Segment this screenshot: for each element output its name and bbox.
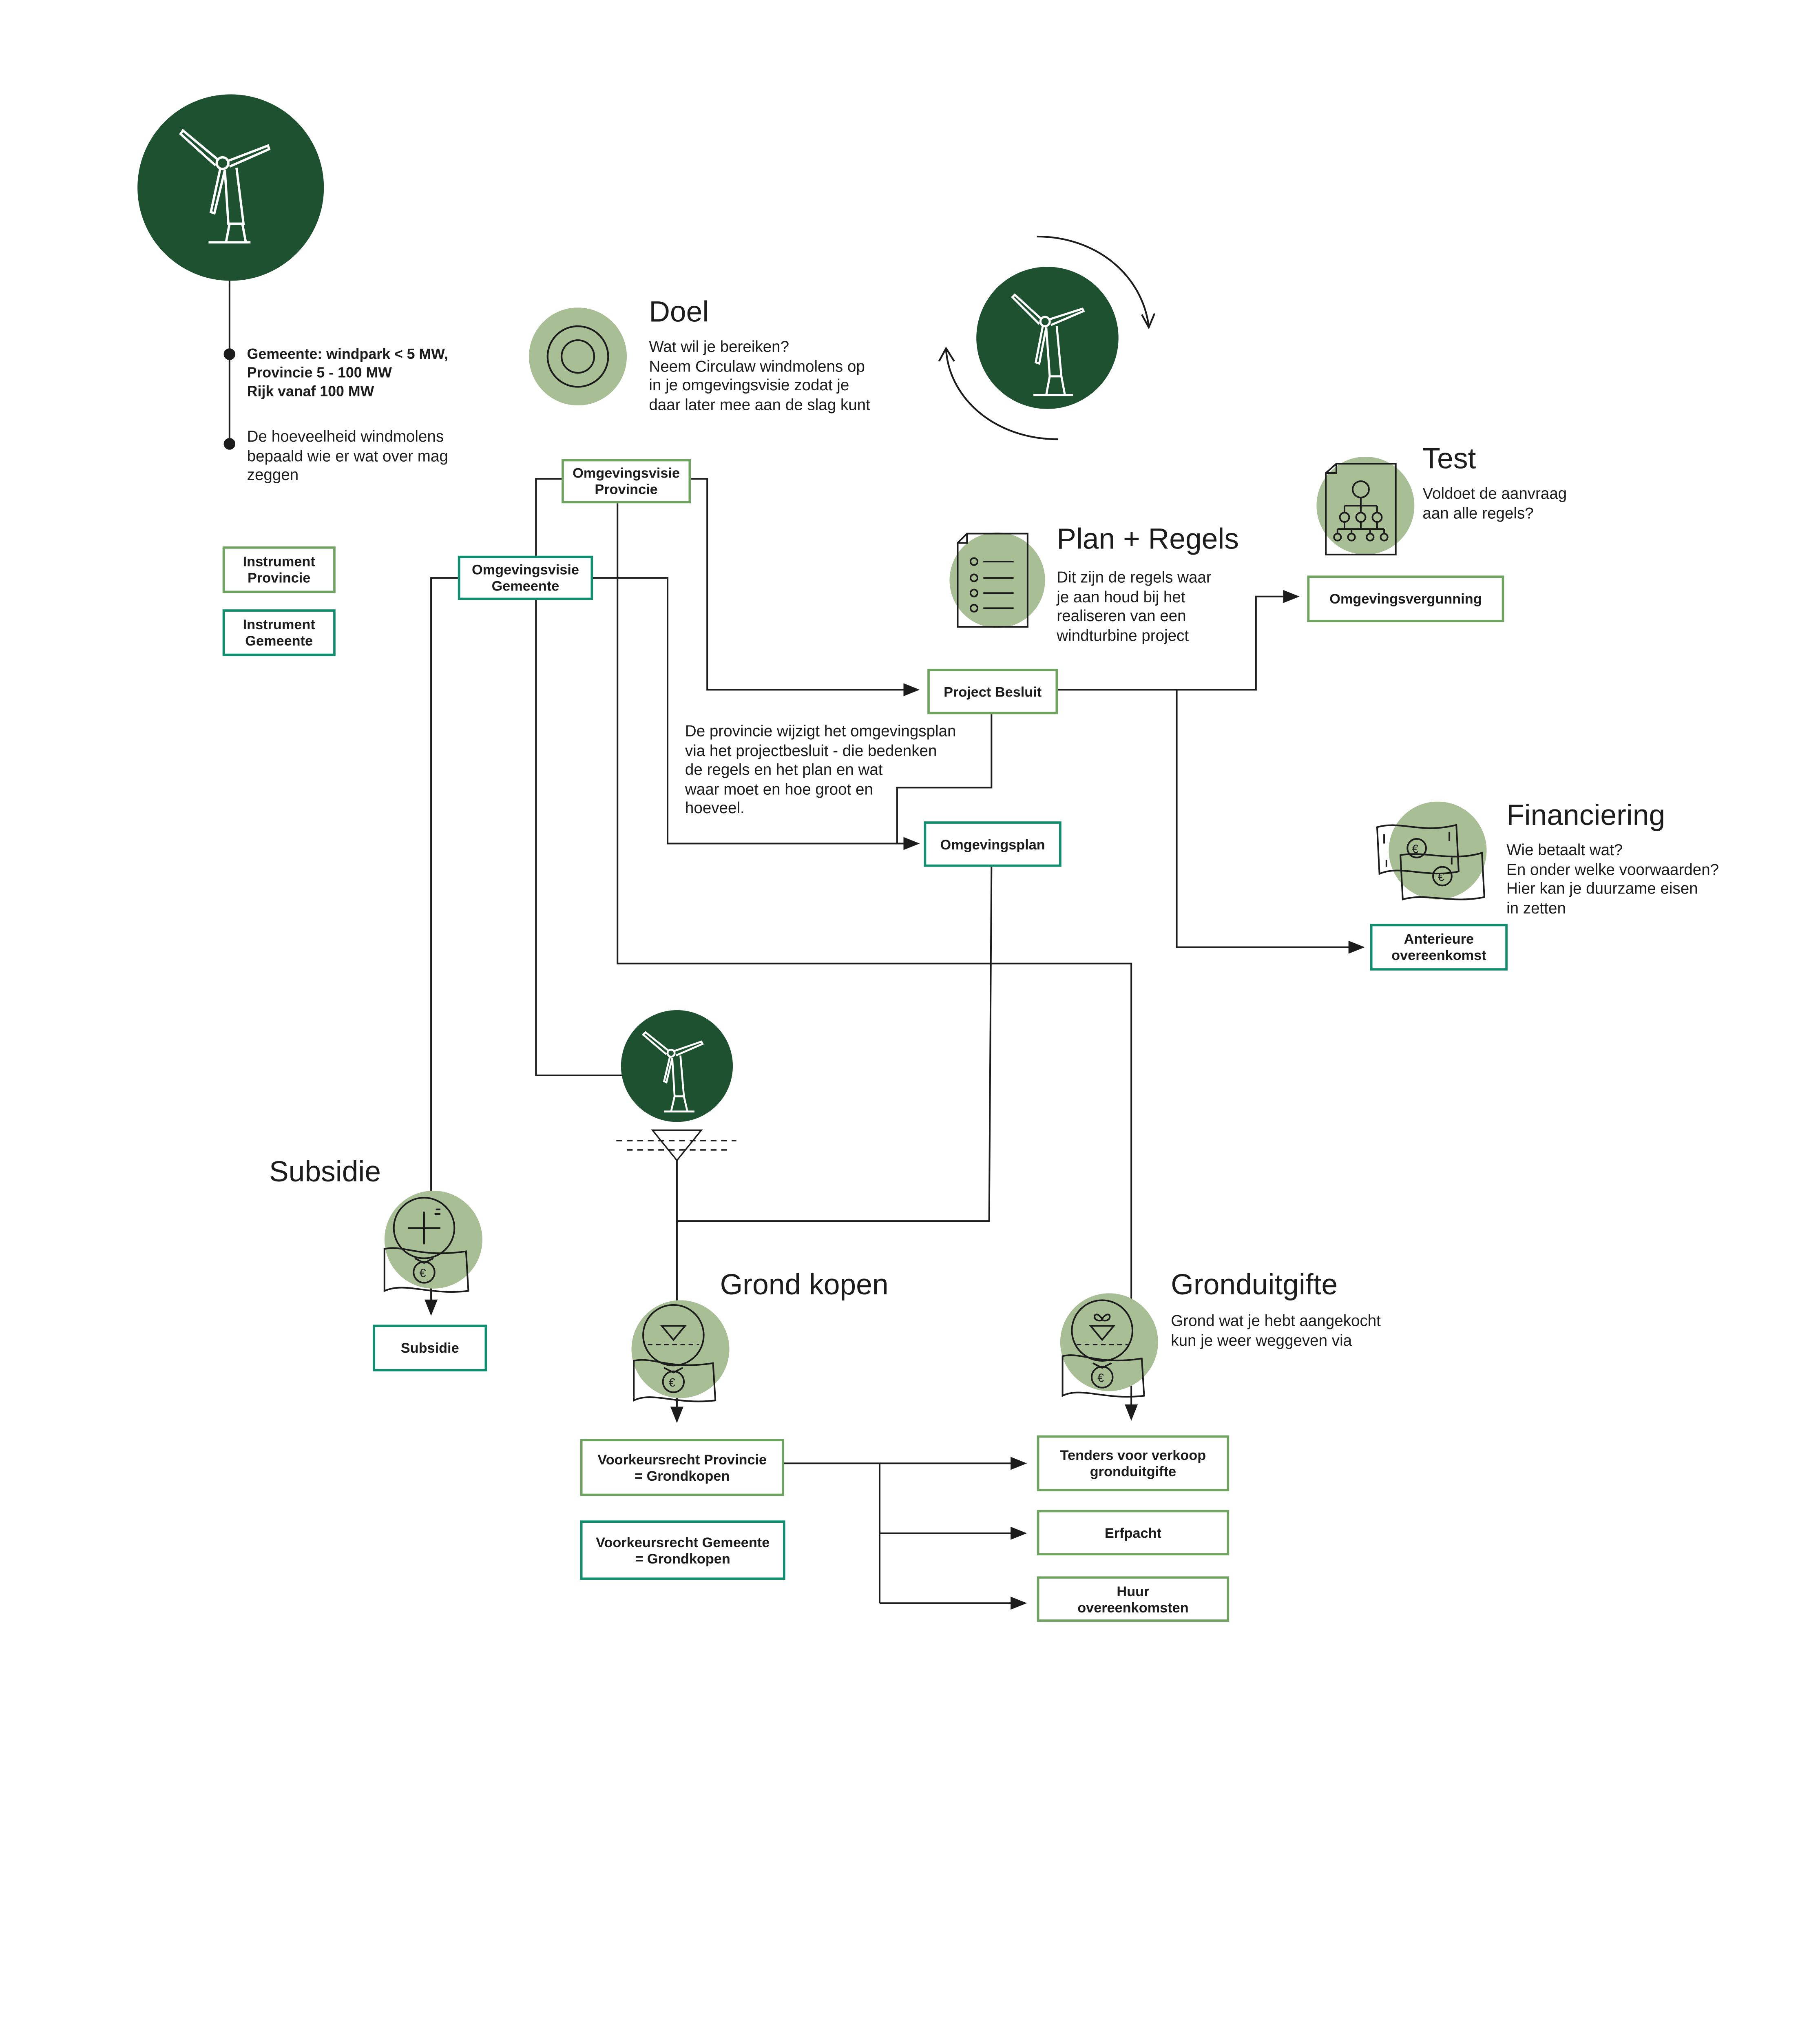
line-provincie-projectbesluit — [690, 478, 920, 697]
document-list-icon — [949, 532, 1045, 628]
line-gemeente-omgevingsplan — [592, 577, 920, 850]
wind-turbine-icon — [621, 1010, 733, 1122]
money-icon: € € — [1376, 801, 1487, 901]
line-provincie-gronduitgifte — [617, 502, 1138, 1421]
subsidy-icon: € — [383, 1190, 482, 1293]
line-omgevingsplan-grond — [677, 867, 993, 1222]
cycle-arrows-icon — [938, 235, 1156, 440]
svg-text:€: € — [1412, 843, 1419, 856]
voorkeursrecht-gemeente-box: Voorkeursrecht Gemeente = Grondkopen — [580, 1520, 785, 1580]
grond-kopen-title: Grond kopen — [720, 1269, 889, 1302]
line-gemeente-subsidie — [430, 577, 460, 1191]
wind-turbine-icon — [137, 94, 324, 281]
svg-text:€: € — [1097, 1371, 1104, 1384]
omgevingsplan-box: Omgevingsplan — [924, 821, 1061, 867]
erfpacht-box: Erfpacht — [1037, 1510, 1230, 1556]
legend-instrument-gemeente: Instrument Gemeente — [222, 609, 336, 656]
legend-dot-1 — [223, 348, 236, 360]
projectbesluit-note: De provincie wijzigt het omgevingsplan v… — [685, 722, 956, 817]
tenders-box: Tenders voor verkoop gronduitgifte — [1037, 1435, 1230, 1491]
anterieure-overeenkomst-box: Anterieure overeenkomst — [1370, 924, 1508, 971]
subsidie-box: Subsidie — [373, 1325, 487, 1371]
land-release-icon: € — [1060, 1293, 1158, 1398]
gronduitgifte-title: Gronduitgifte — [1171, 1269, 1338, 1302]
test-text: Voldoet de aanvraag aan alle regels? — [1422, 484, 1567, 522]
legend-note-1: Gemeente: windpark < 5 MW, Provincie 5 -… — [247, 346, 448, 400]
ground-symbol — [616, 1129, 736, 1162]
omgevingsvergunning-box: Omgevingsvergunning — [1307, 575, 1504, 622]
land-icon: € — [631, 1300, 730, 1402]
legend-dot-2 — [223, 438, 236, 450]
financiering-text: Wie betaalt wat? En onder welke voorwaar… — [1506, 841, 1719, 917]
huur-overeenkomsten-box: Huur overeenkomsten — [1037, 1576, 1230, 1622]
legend-instrument-provincie: Instrument Provincie — [222, 546, 336, 593]
line-projectbesluit-vergunning — [1058, 590, 1300, 691]
target-icon — [529, 307, 627, 406]
omgevingsvisie-gemeente-box: Omgevingsvisie Gemeente — [458, 555, 593, 600]
doel-title: Doel — [649, 296, 709, 329]
voorkeursrecht-provincie-box: Voorkeursrecht Provincie = Grondkopen — [580, 1439, 784, 1496]
svg-text:€: € — [669, 1376, 675, 1389]
org-chart-icon — [1316, 456, 1415, 555]
project-besluit-box: Project Besluit — [927, 668, 1058, 714]
line-projectbesluit-anterieure — [1176, 690, 1365, 954]
line-projectbesluit-omgevingsplan — [896, 714, 993, 844]
financiering-title: Financiering — [1506, 799, 1665, 832]
subsidie-title: Subsidie — [269, 1156, 381, 1189]
doel-text: Wat wil je bereiken? Neem Circulaw windm… — [649, 338, 870, 413]
line-provincie-left — [535, 478, 564, 560]
legend-note-2: De hoeveelheid windmolens bepaald wie er… — [247, 427, 448, 484]
svg-text:€: € — [1438, 871, 1444, 884]
plan-text: Dit zijn de regels waar je aan houd bij … — [1057, 568, 1212, 644]
svg-text:€: € — [420, 1267, 426, 1280]
gronduitgifte-text: Grond wat je hebt aangekocht kun je weer… — [1171, 1311, 1381, 1349]
line-gemeente-turbine — [535, 599, 624, 1077]
omgevingsvisie-provincie-box: Omgevingsvisie Provincie — [562, 459, 691, 504]
connector-lines — [223, 277, 1365, 1610]
test-title: Test — [1422, 442, 1476, 475]
plan-title: Plan + Regels — [1057, 523, 1239, 556]
